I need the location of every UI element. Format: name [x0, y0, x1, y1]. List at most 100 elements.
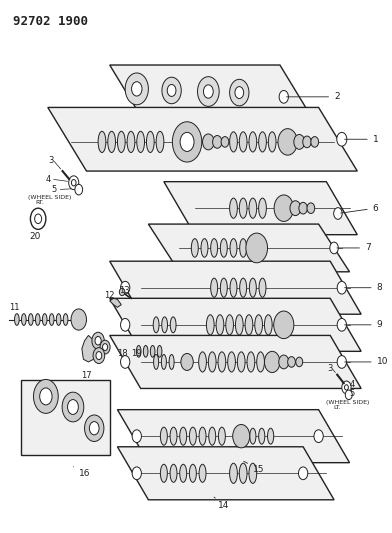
Circle shape — [233, 424, 250, 448]
Text: 18: 18 — [118, 350, 128, 359]
Polygon shape — [164, 182, 357, 235]
Text: 8: 8 — [345, 283, 382, 292]
Ellipse shape — [250, 428, 256, 444]
Ellipse shape — [154, 354, 159, 369]
Ellipse shape — [259, 198, 267, 218]
Circle shape — [34, 214, 42, 223]
Circle shape — [96, 352, 102, 360]
Ellipse shape — [150, 345, 155, 357]
Ellipse shape — [180, 427, 187, 445]
Text: 6: 6 — [341, 204, 379, 213]
Ellipse shape — [199, 464, 206, 482]
Text: 4: 4 — [350, 379, 355, 389]
Circle shape — [180, 132, 194, 151]
Ellipse shape — [180, 464, 187, 482]
Ellipse shape — [127, 131, 135, 152]
Text: 15: 15 — [244, 462, 264, 473]
Ellipse shape — [29, 314, 33, 325]
Ellipse shape — [230, 198, 238, 218]
Circle shape — [334, 208, 342, 219]
Ellipse shape — [108, 131, 116, 152]
Circle shape — [235, 87, 244, 99]
Ellipse shape — [49, 314, 54, 325]
Ellipse shape — [240, 239, 247, 257]
Circle shape — [345, 385, 348, 390]
Ellipse shape — [191, 239, 198, 257]
Circle shape — [279, 91, 289, 103]
Circle shape — [330, 242, 338, 254]
Ellipse shape — [216, 315, 224, 335]
Text: 92702 1900: 92702 1900 — [13, 14, 88, 28]
Text: 14: 14 — [214, 497, 229, 510]
Circle shape — [132, 82, 142, 96]
Circle shape — [342, 381, 351, 394]
Ellipse shape — [22, 314, 26, 325]
Circle shape — [132, 430, 142, 442]
Circle shape — [274, 195, 294, 221]
Circle shape — [337, 356, 347, 368]
Ellipse shape — [236, 315, 243, 335]
Ellipse shape — [259, 428, 265, 444]
Ellipse shape — [265, 315, 272, 335]
Ellipse shape — [226, 315, 234, 335]
Ellipse shape — [208, 352, 216, 372]
Circle shape — [212, 135, 222, 148]
Ellipse shape — [169, 354, 174, 369]
Ellipse shape — [162, 354, 166, 369]
Circle shape — [71, 309, 87, 330]
Circle shape — [198, 77, 219, 107]
Text: 13: 13 — [120, 286, 130, 295]
Text: 7: 7 — [337, 244, 371, 253]
Circle shape — [303, 136, 311, 148]
Ellipse shape — [249, 198, 257, 218]
Ellipse shape — [245, 315, 253, 335]
Circle shape — [103, 344, 107, 351]
Ellipse shape — [143, 345, 148, 357]
Ellipse shape — [156, 131, 164, 152]
Circle shape — [337, 318, 347, 331]
Ellipse shape — [162, 317, 167, 333]
Circle shape — [279, 355, 289, 369]
Circle shape — [167, 85, 176, 96]
Circle shape — [62, 392, 84, 422]
Ellipse shape — [249, 278, 256, 297]
Ellipse shape — [238, 352, 245, 372]
Ellipse shape — [267, 428, 274, 444]
Circle shape — [203, 134, 214, 150]
Circle shape — [120, 356, 130, 368]
Circle shape — [120, 288, 125, 296]
Ellipse shape — [15, 314, 19, 325]
Circle shape — [337, 132, 347, 146]
Ellipse shape — [211, 239, 218, 257]
Circle shape — [203, 85, 213, 98]
Ellipse shape — [157, 345, 162, 357]
Ellipse shape — [209, 427, 216, 445]
Ellipse shape — [170, 317, 176, 333]
Text: 4: 4 — [46, 174, 51, 183]
Circle shape — [265, 351, 280, 373]
Circle shape — [296, 357, 303, 367]
Circle shape — [69, 176, 79, 190]
Circle shape — [345, 390, 352, 400]
Text: 5: 5 — [52, 185, 57, 194]
Polygon shape — [118, 410, 350, 463]
Circle shape — [100, 340, 110, 354]
Circle shape — [85, 415, 104, 441]
Circle shape — [67, 400, 78, 415]
Polygon shape — [110, 298, 361, 351]
Ellipse shape — [170, 427, 177, 445]
Circle shape — [172, 122, 202, 162]
Text: 17: 17 — [81, 370, 91, 379]
Circle shape — [71, 180, 76, 186]
Circle shape — [299, 203, 307, 214]
Text: 3: 3 — [327, 364, 333, 373]
Text: (WHEEL SIDE): (WHEEL SIDE) — [28, 195, 71, 200]
Polygon shape — [110, 298, 121, 308]
Ellipse shape — [239, 463, 247, 483]
Circle shape — [288, 357, 296, 367]
Ellipse shape — [207, 315, 214, 335]
Ellipse shape — [56, 314, 61, 325]
Circle shape — [162, 77, 181, 104]
Circle shape — [132, 467, 142, 480]
Ellipse shape — [220, 278, 227, 297]
